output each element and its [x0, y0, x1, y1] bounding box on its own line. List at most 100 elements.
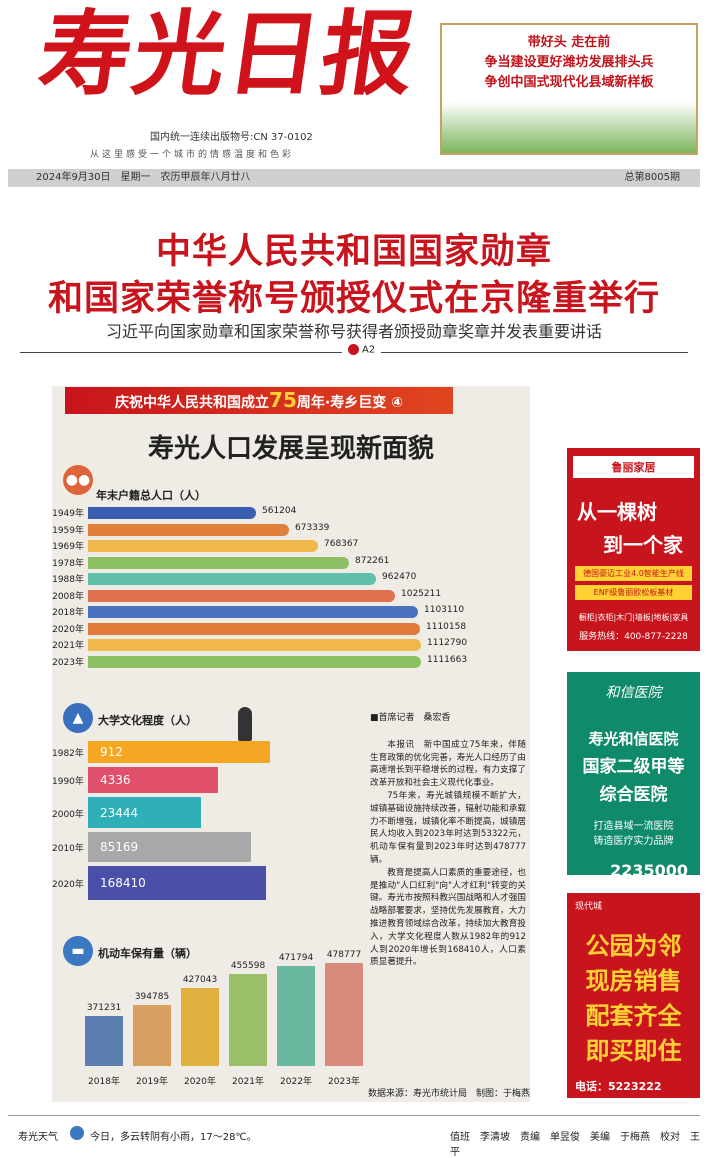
education-year-label: 2000年 [52, 809, 84, 820]
headline-line2[interactable]: 和国家荣誉称号颁授仪式在京隆重举行 [47, 279, 660, 319]
ad2-line3: 综合医院 [599, 785, 668, 805]
data-source: 数据来源：寿光市统计局 制图：于梅燕 [368, 1089, 531, 1099]
education-value: 85169 [100, 840, 139, 854]
subheadline: 习近平向国家勋章和国家荣誉称号获得者颁授勋章奖章并发表重要讲话 [105, 322, 602, 341]
ad2-line5: 铸造医疗实力品牌 [593, 836, 674, 847]
education-step [88, 741, 270, 763]
ad2-line2: 国家二级甲等 [582, 757, 685, 777]
ad1-line1: 从一棵树 [577, 500, 657, 524]
population-bar [88, 523, 289, 536]
population-value: 1025211 [401, 588, 442, 599]
population-value: 768367 [324, 539, 359, 549]
banner-ad-line3: 争创中国式现代化县域新样板 [484, 75, 654, 90]
ad3-line3: 配套齐全 [585, 1002, 682, 1030]
education-value: 168410 [100, 876, 146, 890]
population-bar [88, 589, 395, 602]
ad3-line4: 即买即住 [585, 1037, 682, 1065]
population-value: 1103110 [424, 605, 465, 615]
ad1-items: 橱柜|衣柜|木门|墙板|地板|家具 [578, 613, 689, 622]
weather-icon [70, 1126, 84, 1140]
vehicle-bar [181, 988, 219, 1066]
date-bar: 2024年9月30日 星期一 农历甲辰年八月廿八 总第8005期 [8, 169, 700, 187]
ad2-brand: 和信医院 [605, 685, 662, 701]
vehicle-value: 371231 [86, 1003, 122, 1013]
education-year-label: 1982年 [52, 749, 84, 759]
population-value: 1111663 [427, 654, 468, 665]
headline-line1[interactable]: 中华人民共和国国家勋章 [155, 232, 552, 272]
population-year-label: 1949年 [52, 509, 84, 519]
education-label: 大学文化程度（人） [98, 714, 197, 727]
banner-ad-line1: 带好头 走在前 [527, 35, 611, 50]
article-paragraph: 75年来，寿光城镇规模不断扩大，城镇基础设施持续改善，辐射功能和承载力不断增强，… [370, 790, 526, 865]
ribbon-text-post: 周年·寿乡巨变 ④ [296, 395, 403, 411]
people-icon: ●● [63, 465, 93, 495]
education-step [88, 866, 266, 900]
vehicle-bar [229, 974, 267, 1066]
vehicles-label: 机动车保有量（辆） [98, 947, 197, 960]
masthead-logo: 寿光日报 [32, 0, 424, 108]
ad1-tag1: 德国豪迈工业4.0智能生产线 [575, 566, 692, 581]
population-label: 年末户籍总人口（人） [96, 489, 206, 502]
population-bar [88, 639, 421, 651]
ad1-hotline: 服务热线：400-877-2228 [579, 632, 688, 642]
ad3-line1: 公园为邻 [585, 932, 682, 960]
education-step [88, 832, 251, 862]
education-value: 912 [100, 745, 123, 759]
population-bar [88, 507, 256, 519]
education-value: 23444 [100, 805, 139, 820]
vehicle-year-label: 2021年 [232, 1077, 264, 1087]
vehicle-bar [277, 966, 315, 1066]
population-value: 962470 [382, 572, 417, 582]
page-reference-link[interactable]: A2 [342, 344, 382, 356]
issue-number: 总第8005期 [624, 172, 680, 183]
population-year-label: 2021年 [52, 641, 84, 651]
infographic-title: 寿光人口发展呈现新面貌 [147, 434, 434, 464]
population-bar [88, 622, 420, 635]
education-value: 4336 [100, 773, 131, 787]
population-bar [88, 540, 318, 552]
article-body: ■首席记者 桑宏香 本报讯 新中国成立75年来，伴随生育政策的优化完善，寿光人口… [370, 712, 526, 969]
car-icon: ▬ [63, 936, 93, 966]
ribbon-number: 75 [269, 388, 297, 412]
population-value: 673339 [295, 522, 330, 533]
education-year-label: 1990年 [52, 777, 84, 787]
population-year-label: 1978年 [52, 558, 84, 569]
population-year-label: 2023年 [52, 657, 84, 668]
vehicle-value: 471794 [278, 953, 314, 963]
population-year-label: 2008年 [52, 591, 84, 602]
page-reference-label: A2 [362, 344, 376, 356]
population-year-label: 2020年 [52, 624, 84, 635]
population-bar [88, 606, 418, 618]
vehicle-year-label: 2019年 [136, 1077, 168, 1087]
furniture-ad[interactable]: 鲁丽家居 从一棵树 到一个家 德国豪迈工业4.0智能生产线 ENF级鲁丽欧松板基… [567, 448, 700, 651]
publication-number: 国内统一连续出版物号:CN 37-0102 [150, 132, 313, 143]
slogan: 从这里感受一个城市的情感温度和色彩 [90, 150, 295, 160]
footer-divider [8, 1115, 700, 1116]
ribbon-text-pre: 庆祝中华人民共和国成立 [115, 395, 270, 411]
ad1-tag2: ENF级鲁丽欧松板基材 [575, 585, 692, 600]
population-year-label: 1969年 [52, 542, 84, 552]
banner-ad[interactable]: 带好头 走在前 争当建设更好潍坊发展排头兵 争创中国式现代化县域新样板 [440, 23, 698, 155]
population-year-label: 1988年 [52, 575, 84, 585]
vehicle-year-label: 2022年 [280, 1077, 312, 1087]
ad3-brand: 现代城 [575, 902, 603, 912]
weather-label: 寿光天气 [18, 1132, 58, 1143]
hospital-ad[interactable]: 和信医院 寿光和信医院 国家二级甲等 综合医院 打造县域一流医院 铸造医疗实力品… [567, 672, 700, 880]
banner-ad-line2: 争当建设更好潍坊发展排头兵 [484, 55, 654, 70]
population-bar [88, 573, 376, 585]
real-estate-ad[interactable]: 现代城 公园为邻 现房销售 配套齐全 即买即住 电话：5223222 [567, 893, 700, 1098]
population-value: 561204 [262, 506, 297, 516]
vehicle-value: 478777 [326, 950, 362, 960]
ad1-brand: 鲁丽家居 [573, 456, 694, 478]
population-bar [88, 655, 421, 668]
byline: ■首席记者 桑宏香 [370, 713, 451, 723]
ad1-line2: 到一个家 [603, 533, 683, 557]
vehicle-bar [133, 1005, 171, 1066]
education-year-label: 2010年 [52, 844, 84, 854]
population-value: 1110158 [426, 621, 467, 632]
person-figure-icon [238, 707, 252, 741]
article-paragraph: 本报讯 新中国成立75年来，伴随生育政策的优化完善，寿光人口经历了由高速增长到平… [370, 739, 526, 789]
ad2-phone: 2235000 [610, 861, 688, 880]
population-value: 872261 [355, 555, 390, 566]
population-year-label: 1959年 [52, 525, 84, 536]
